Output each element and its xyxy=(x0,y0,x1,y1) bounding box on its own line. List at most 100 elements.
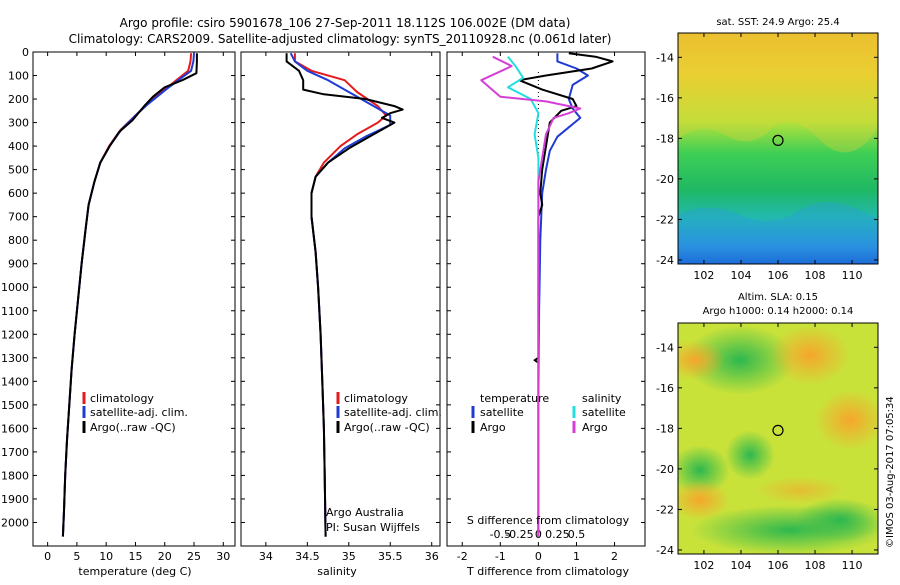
x-tick-label: 1 xyxy=(573,550,580,563)
depth-tick-label: 600 xyxy=(8,187,29,200)
depth-tick-label: 400 xyxy=(8,140,29,153)
depth-tick-label: 1500 xyxy=(1,399,29,412)
depth-tick-label: 800 xyxy=(8,234,29,247)
imos-timestamp: ©IMOS 03-Aug-2017 07:05:34 xyxy=(885,396,896,548)
temperature-legend: climatology satellite-adj. clim. Argo(..… xyxy=(82,392,188,434)
series-line-salinity-argo xyxy=(480,55,582,537)
series-line-salinity-satellite xyxy=(506,56,540,537)
map-y-tick-label: -16 xyxy=(656,92,674,105)
depth-tick-label: 200 xyxy=(8,93,29,106)
legend-title-salinity: salinity xyxy=(582,392,622,405)
s-difference-axis-label: S difference from climatology xyxy=(467,514,630,527)
x-tick-label: 34.5 xyxy=(295,550,320,563)
s-tick-label: 0.5 xyxy=(568,528,586,541)
x-tick-label: 2 xyxy=(611,550,618,563)
legend-label-temp-satellite: satellite xyxy=(480,406,524,419)
map-x-tick-label: 102 xyxy=(693,559,714,572)
depth-tick-label: 0 xyxy=(22,46,29,59)
x-tick-label: 25 xyxy=(187,550,201,563)
depth-tick-label: 300 xyxy=(8,117,29,130)
map-x-tick-label: 106 xyxy=(768,269,789,282)
depth-axis: 0 100 200 300 400 500 600 700 800 900 1000 1100 1200… xyxy=(1,46,645,529)
depth-tick-label: 500 xyxy=(8,164,29,177)
x-tick-label: 20 xyxy=(158,550,172,563)
map-y-tick-label: -24 xyxy=(656,544,674,557)
depth-tick-label: 1100 xyxy=(1,305,29,318)
depth-tick-label: 1900 xyxy=(1,493,29,506)
sla-map-axes: 102 104 106 108 110 -14 -16 -18 -20 -22 -24 xyxy=(656,323,878,572)
series-line-climatology xyxy=(293,53,388,537)
legend-label-argo: Argo(..raw -QC) xyxy=(344,421,430,434)
map-y-tick-label: -14 xyxy=(656,341,674,354)
x-tick-label: 35 xyxy=(342,550,356,563)
depth-tick-label: 1600 xyxy=(1,422,29,435)
salinity-axis-label: salinity xyxy=(317,565,357,578)
salinity-panel-frame xyxy=(240,51,441,547)
map-x-tick-label: 106 xyxy=(768,559,789,572)
legend-label-argo: Argo(..raw -QC) xyxy=(90,421,176,434)
depth-tick-label: 1700 xyxy=(1,446,29,459)
argo-australia-label: Argo Australia xyxy=(326,506,404,519)
sst-map-title: sat. SST: 24.9 Argo: 25.4 xyxy=(716,17,839,28)
map-x-tick-label: 108 xyxy=(805,559,826,572)
temperature-panel-frame xyxy=(32,51,236,547)
sla-map-title-line2: Argo h1000: 0.14 h2000: 0.14 xyxy=(703,306,854,317)
series-line-temperature-argo xyxy=(518,52,614,537)
legend-label-satellite: satellite-adj. clim. xyxy=(344,406,442,419)
map-y-tick-label: -18 xyxy=(656,422,674,435)
depth-tick-label: 100 xyxy=(8,70,29,83)
depth-tick-label: 900 xyxy=(8,258,29,271)
difference-panel: -2 -1 0 1 2-0.5-0.25 0 0.250.5 xyxy=(457,52,618,563)
x-tick-label: 0 xyxy=(535,550,542,563)
pi-name-label: PI: Susan Wijffels xyxy=(326,521,420,534)
depth-tick-label: 700 xyxy=(8,211,29,224)
map-y-tick-label: -22 xyxy=(656,213,674,226)
legend-label-climatology: climatology xyxy=(344,392,408,405)
depth-tick-label: 1400 xyxy=(1,375,29,388)
x-tick-label: -1 xyxy=(495,550,506,563)
difference-panel-frame xyxy=(446,51,646,547)
figure-title-line1: Argo profile: csiro 5901678_106 27-Sep-2… xyxy=(120,16,571,30)
x-tick-label: 10 xyxy=(99,550,113,563)
s-tick-label: 0.25 xyxy=(545,528,570,541)
depth-tick-label: 1300 xyxy=(1,352,29,365)
map-y-tick-label: -14 xyxy=(656,51,674,64)
map-y-tick-label: -22 xyxy=(656,503,674,516)
x-tick-label: 15 xyxy=(128,550,142,563)
x-tick-label: 0 xyxy=(44,550,51,563)
x-tick-label: 34 xyxy=(259,550,273,563)
legend-label-sal-argo: Argo xyxy=(582,421,608,434)
map-x-tick-label: 110 xyxy=(842,269,863,282)
t-difference-axis-label: T difference from climatology xyxy=(466,565,629,578)
legend-label-climatology: climatology xyxy=(90,392,154,405)
salinity-panel: 34 34.5 35 35.5 36 xyxy=(259,52,439,563)
map-y-tick-label: -20 xyxy=(656,173,674,186)
temperature-panel: 0 5 10 15 20 25 30 xyxy=(44,52,230,563)
argo-location-marker xyxy=(772,424,784,436)
map-x-tick-label: 102 xyxy=(693,269,714,282)
series-line-argo-raw-qc xyxy=(285,53,404,537)
x-tick-label: 36 xyxy=(425,550,439,563)
map-y-tick-label: -16 xyxy=(656,382,674,395)
map-y-tick-label: -18 xyxy=(656,132,674,145)
salinity-legend: climatology satellite-adj. clim. Argo(..… xyxy=(336,392,442,434)
legend-label-temp-argo: Argo xyxy=(480,421,506,434)
depth-tick-label: 1800 xyxy=(1,469,29,482)
legend-title-temperature: temperature xyxy=(480,392,549,405)
sla-map-field xyxy=(678,323,878,554)
map-x-tick-label: 104 xyxy=(730,269,751,282)
map-x-tick-label: 110 xyxy=(842,559,863,572)
sst-map-field xyxy=(678,33,878,264)
depth-tick-label: 1000 xyxy=(1,281,29,294)
map-y-tick-label: -24 xyxy=(656,254,674,267)
depth-tick-label: 1200 xyxy=(1,328,29,341)
x-tick-label: 35.5 xyxy=(378,550,403,563)
depth-tick-label: 2000 xyxy=(1,516,29,529)
x-tick-label: 5 xyxy=(73,550,80,563)
map-y-tick-label: -20 xyxy=(656,463,674,476)
series-line-temperature-satellite xyxy=(537,53,589,537)
temperature-axis-label: temperature (deg C) xyxy=(78,565,191,578)
argo-location-marker xyxy=(772,134,784,146)
